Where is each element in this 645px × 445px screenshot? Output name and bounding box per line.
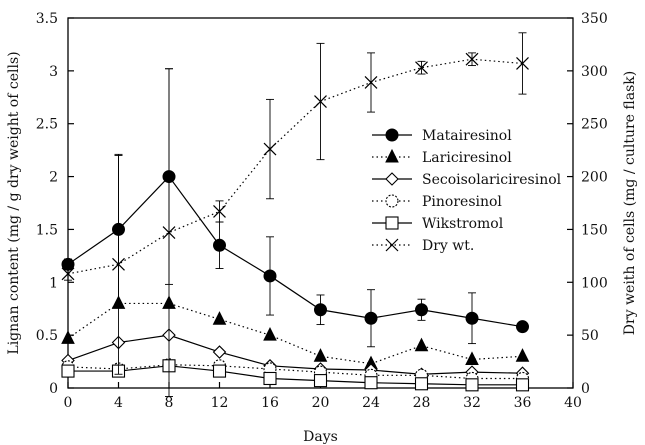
y2-tick-label: 200 <box>581 170 608 186</box>
legend-label: Dry wt. <box>422 238 474 254</box>
data-point <box>465 378 479 392</box>
data-point <box>516 320 529 334</box>
data-point <box>364 376 378 390</box>
data-point <box>162 226 176 240</box>
y-tick-label: 1.5 <box>36 222 58 238</box>
x-tick-label: 8 <box>165 395 174 411</box>
legend-item: Wikstromol <box>372 216 504 232</box>
axes: 0 4 8 12 16 20 24 28 32 36 4000.511.522.533.505010… <box>36 11 608 411</box>
data-point <box>364 76 378 89</box>
data-point <box>263 371 277 386</box>
data-point <box>515 378 530 392</box>
legend-item: Dry wt. <box>372 238 474 254</box>
y-tick-label: 1 <box>49 275 58 291</box>
y2-tick-label: 250 <box>581 117 608 133</box>
legend-item: Lariciresinol <box>372 148 512 166</box>
data-point <box>465 311 479 325</box>
legend-marker <box>385 194 399 208</box>
y2-tick-label: 100 <box>581 275 608 291</box>
y-tick-label: 0 <box>49 381 58 397</box>
x-tick-label: 40 <box>564 395 582 411</box>
series-pinoresinol <box>61 358 530 386</box>
series-lariciresinol <box>61 295 530 370</box>
legend-item: Matairesinol <box>372 128 512 144</box>
data-point <box>263 142 277 156</box>
x-tick-label: 12 <box>211 395 229 411</box>
legend-marker <box>385 238 399 252</box>
series-line <box>67 334 523 375</box>
data-point <box>212 364 227 378</box>
y-tick-label: 2 <box>49 170 58 186</box>
data-point <box>212 345 227 359</box>
y-tick-label: 3 <box>49 64 58 80</box>
x-tick-label: 32 <box>463 395 481 411</box>
data-point <box>112 257 125 271</box>
legend-marker <box>385 148 399 163</box>
y2-tick-label: 300 <box>581 64 608 80</box>
data-point <box>415 303 428 317</box>
x-tick-label: 4 <box>114 395 123 411</box>
data-point <box>516 57 529 70</box>
data-point <box>61 364 75 378</box>
legend-label: Wikstromol <box>422 216 504 232</box>
legend-label: Secoisolariciresinol <box>422 172 562 188</box>
legend-item: Pinoresinol <box>372 194 502 210</box>
series-dry-wt <box>61 32 529 397</box>
y2-tick-label: 50 <box>581 328 599 344</box>
y-tick-label: 3.5 <box>36 11 58 27</box>
data-point <box>465 52 479 66</box>
x-tick-label: 16 <box>261 395 279 411</box>
legend-item: Secoisolariciresinol <box>372 172 562 188</box>
series-layer <box>61 32 530 397</box>
data-point <box>314 95 327 108</box>
data-point <box>213 238 226 252</box>
y-axis-title: Lignan content (mg / g dry weight of cel… <box>6 51 22 354</box>
series-line <box>67 364 523 380</box>
y2-tick-label: 150 <box>581 222 608 238</box>
legend-label: Lariciresinol <box>422 150 512 166</box>
data-point <box>61 330 75 344</box>
data-point <box>415 61 428 75</box>
data-point <box>314 303 327 317</box>
legend-label: Pinoresinol <box>422 194 502 210</box>
x-tick-label: 36 <box>514 395 532 411</box>
x-tick-label: 0 <box>64 395 73 411</box>
legend-marker <box>385 216 399 230</box>
y-tick-label: 0.5 <box>36 328 58 344</box>
legend-marker <box>385 172 399 186</box>
data-point <box>364 311 378 325</box>
data-point <box>212 311 227 325</box>
data-point <box>414 377 429 391</box>
y2-tick-label: 0 <box>581 381 590 397</box>
legend-marker <box>385 128 399 142</box>
y2-tick-label: 350 <box>581 11 608 27</box>
data-point <box>263 269 277 283</box>
x-tick-label: 24 <box>362 395 380 411</box>
data-point <box>313 374 328 388</box>
x-tick-label: 20 <box>312 395 330 411</box>
y2-axis-title: Dry weith of cells (mg / culture flask) <box>622 71 638 335</box>
data-point <box>263 327 277 341</box>
data-point <box>465 351 479 365</box>
series-line <box>67 58 523 275</box>
data-point <box>213 205 226 218</box>
data-point <box>61 267 75 281</box>
legend: Matairesinol Lariciresinol Secoisolaricire… <box>372 128 562 254</box>
x-axis-title: Days <box>303 429 338 445</box>
series-line <box>67 302 523 365</box>
data-point <box>414 337 429 352</box>
legend-label: Matairesinol <box>422 128 512 144</box>
series-line <box>67 175 523 328</box>
data-point <box>515 348 530 362</box>
x-tick-label: 28 <box>413 395 431 411</box>
y-tick-label: 2.5 <box>36 117 58 133</box>
series-wikstromol <box>61 359 530 392</box>
data-point <box>313 348 328 362</box>
series-secoisolariciresinol <box>61 328 530 382</box>
series-line <box>68 365 523 386</box>
